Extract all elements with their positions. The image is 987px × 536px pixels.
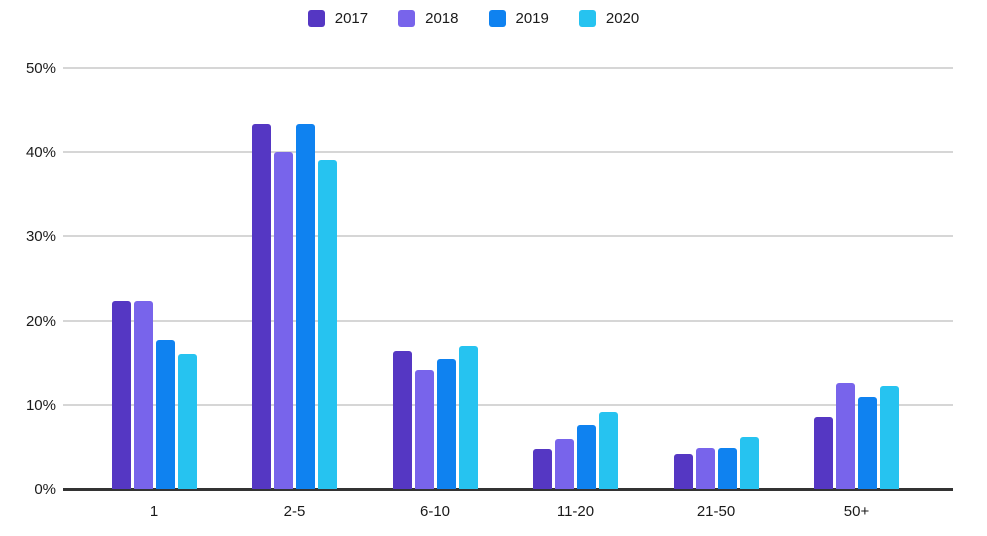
- gridline-10: [63, 403, 953, 406]
- bar-2018-2-5[interactable]: [274, 152, 294, 489]
- bar-group-2-5: [225, 0, 366, 489]
- x-tick-label-11-20: 11-20: [556, 503, 595, 520]
- bar-2017-50+[interactable]: [814, 417, 834, 489]
- bar-2017-6-10[interactable]: [392, 350, 412, 489]
- legend-item-2020[interactable]: 2020: [578, 10, 640, 27]
- bar-group-1: [84, 0, 225, 489]
- x-tick-label-2-5: 2-5: [283, 503, 306, 520]
- bar-2017-2-5[interactable]: [252, 123, 272, 489]
- y-tick-label-50: 50%: [25, 60, 56, 77]
- legend-label: 2017: [334, 10, 369, 27]
- bar-group-50+: [787, 0, 928, 489]
- bar-2019-1[interactable]: [155, 340, 175, 489]
- legend-swatch-icon: [488, 10, 506, 27]
- bar-2020-21-50[interactable]: [739, 436, 759, 489]
- bar-group-21-50: [646, 0, 787, 489]
- bar-2019-21-50[interactable]: [717, 447, 737, 489]
- bar-2020-11-20[interactable]: [599, 411, 619, 489]
- y-tick-label-40: 40%: [25, 144, 56, 162]
- legend-item-2017[interactable]: 2017: [307, 10, 369, 27]
- chart-legend: 2017 2018 2019 2020: [0, 10, 947, 27]
- legend-item-2018[interactable]: 2018: [398, 10, 459, 27]
- bar-2018-21-50[interactable]: [695, 447, 715, 489]
- bar-2020-50+[interactable]: [880, 386, 900, 489]
- bar-2017-21-50[interactable]: [673, 453, 693, 489]
- y-tick-label-0: 0%: [34, 481, 56, 498]
- legend-swatch-icon: [398, 10, 416, 27]
- bar-2018-1[interactable]: [133, 301, 153, 489]
- x-axis-line: [63, 488, 953, 491]
- bar-2019-2-5[interactable]: [296, 124, 316, 489]
- bar-area: [84, 0, 927, 490]
- bar-2018-6-10[interactable]: [414, 370, 434, 489]
- bar-group-6-10: [365, 0, 506, 489]
- legend-item-2019[interactable]: 2019: [488, 10, 549, 27]
- x-tick-label-6-10: 6-10: [419, 503, 451, 520]
- x-tick-label-21-50: 21-50: [696, 503, 736, 520]
- bar-2017-11-20[interactable]: [533, 448, 553, 489]
- legend-label: 2019: [515, 10, 549, 27]
- x-tick-label-1: 1: [149, 503, 159, 520]
- bar-2020-6-10[interactable]: [458, 345, 478, 489]
- gridline-30: [63, 235, 953, 238]
- y-tick-label-20: 20%: [25, 312, 56, 330]
- bar-2018-50+[interactable]: [836, 382, 856, 489]
- bar-2019-50+[interactable]: [858, 397, 878, 489]
- bar-2019-11-20[interactable]: [577, 425, 597, 489]
- bar-2017-1[interactable]: [111, 301, 131, 489]
- gridline-50: [63, 67, 953, 69]
- bar-2019-6-10[interactable]: [436, 358, 456, 489]
- legend-swatch-icon: [578, 10, 596, 27]
- bar-2020-2-5[interactable]: [318, 159, 338, 489]
- x-tick-label-50+: 50+: [843, 503, 870, 520]
- bar-2018-11-20[interactable]: [555, 438, 575, 489]
- legend-swatch-icon: [307, 10, 325, 27]
- y-tick-label-10: 10%: [25, 396, 56, 414]
- bar-2020-1[interactable]: [177, 354, 197, 489]
- gridline-40: [63, 151, 953, 154]
- legend-label: 2018: [425, 10, 459, 27]
- legend-label: 2020: [605, 10, 640, 27]
- gridline-20: [63, 319, 953, 322]
- y-tick-label-30: 30%: [25, 228, 56, 246]
- bar-group-11-20: [506, 0, 647, 489]
